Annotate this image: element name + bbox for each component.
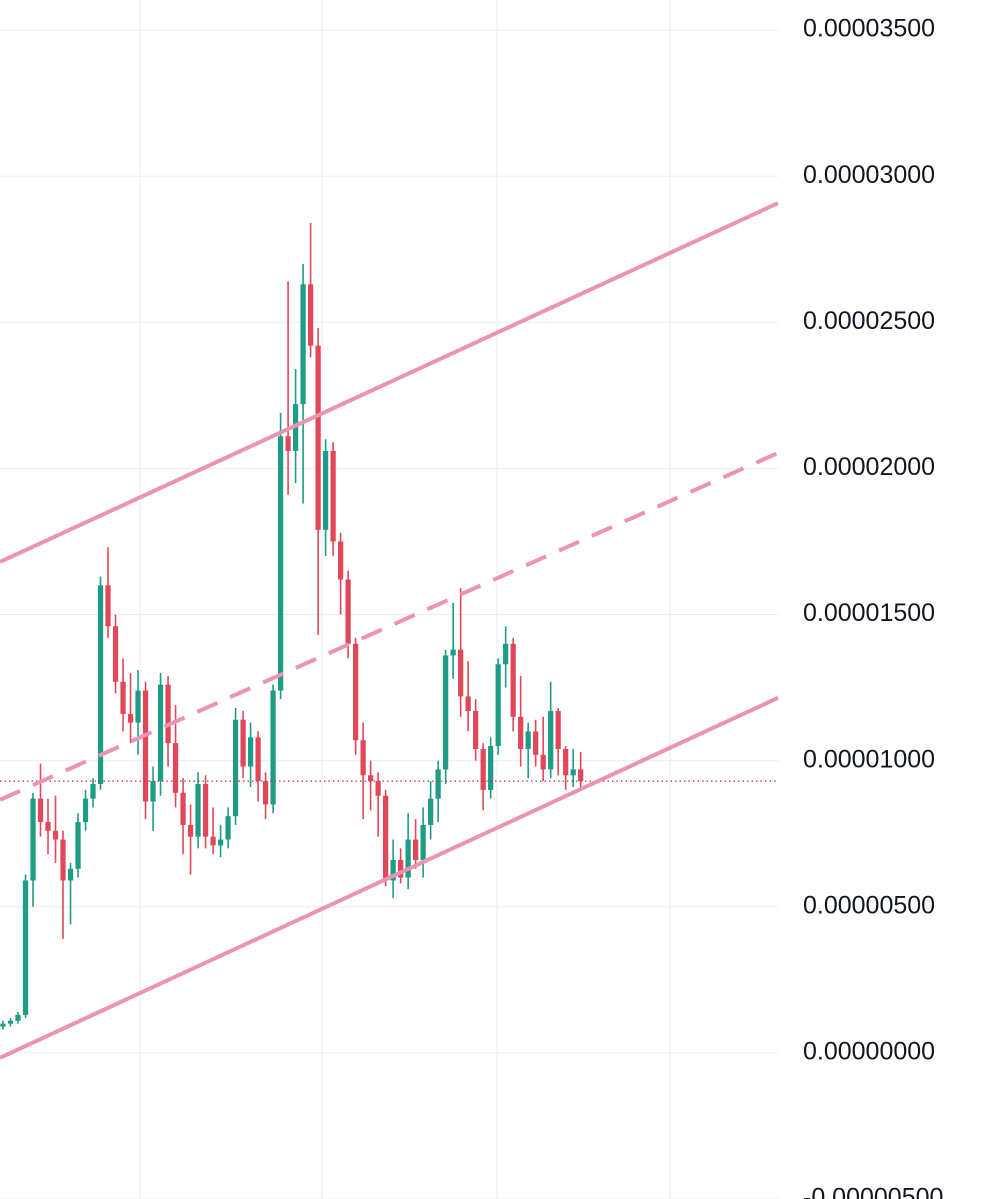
candle-body: [262, 781, 269, 805]
y-tick-label: 0.00001500: [803, 599, 935, 627]
candle-body: [67, 868, 74, 881]
candle-body: [398, 860, 404, 878]
candle-body: [0, 1023, 6, 1027]
candle-body: [300, 284, 306, 405]
candle-body: [82, 798, 89, 823]
candle-body: [105, 585, 111, 627]
candle-body: [443, 655, 449, 770]
candle-body: [247, 737, 254, 767]
candle-body: [97, 585, 104, 785]
candle-body: [135, 690, 141, 723]
candle-body: [180, 792, 186, 825]
candle-body: [458, 649, 464, 697]
candle-body: [435, 769, 441, 799]
candle-body: [232, 719, 239, 817]
candle-body: [202, 784, 209, 837]
y-tick-label: 0.00000500: [803, 891, 935, 919]
candle-body: [367, 775, 374, 782]
candle-body: [352, 643, 359, 741]
candle-body: [555, 710, 561, 749]
candle-body: [187, 824, 194, 837]
candle-body: [150, 781, 156, 802]
candle-body: [52, 830, 59, 840]
candle-body: [285, 436, 291, 451]
candle-body: [390, 860, 396, 881]
candle-body: [488, 746, 494, 790]
candle-body: [22, 880, 29, 1015]
candle-body: [510, 643, 516, 717]
channel-line: [0, 201, 779, 564]
candle-body: [518, 716, 524, 749]
candle-body: [90, 784, 96, 799]
candle-body: [157, 684, 164, 782]
y-tick-label: -0.00000500: [803, 1184, 943, 1199]
candle-body: [495, 664, 501, 747]
y-tick-label: 0.00001000: [803, 745, 935, 773]
candle-body: [7, 1020, 14, 1024]
candle-body: [322, 450, 329, 530]
candle-body: [225, 816, 231, 840]
candle-body: [360, 740, 366, 776]
candle-body: [570, 769, 576, 776]
candle-body: [112, 626, 119, 682]
candle-body: [375, 781, 381, 796]
y-tick-label: 0.00000000: [803, 1037, 935, 1065]
candle-body: [578, 769, 584, 782]
candle-body: [503, 643, 509, 665]
candle-body: [405, 839, 411, 878]
candle-body: [217, 839, 224, 846]
y-tick-label: 0.00002500: [803, 307, 935, 335]
y-tick-label: 0.00003500: [803, 15, 935, 43]
candle-body: [382, 795, 389, 881]
candle-body: [165, 684, 171, 744]
channel-line: [0, 696, 779, 1060]
candle-body: [525, 731, 531, 749]
candle-body: [210, 836, 216, 846]
candle-body: [428, 798, 434, 825]
candle-body: [172, 743, 179, 793]
candle-body: [307, 284, 314, 346]
y-tick-label: 0.00002000: [803, 453, 935, 481]
candle-body: [255, 737, 261, 782]
candle-body: [15, 1014, 21, 1021]
candle-body: [315, 345, 321, 530]
candle-body: [142, 690, 149, 802]
candle-body: [277, 436, 284, 691]
candle-body: [413, 839, 419, 861]
candle-body: [337, 541, 344, 580]
candle-body: [548, 710, 554, 770]
candle-body: [75, 822, 81, 869]
candle-body: [473, 710, 479, 749]
candle-body: [30, 798, 36, 881]
candle-body: [45, 822, 51, 831]
candle-body: [240, 719, 246, 767]
candle-body: [60, 839, 66, 881]
candle-body: [270, 690, 276, 805]
candle-body: [420, 824, 426, 861]
candle-body: [563, 748, 569, 776]
candle-body: [540, 754, 546, 770]
candle-body: [330, 450, 336, 542]
y-tick-label: 0.00003000: [803, 161, 935, 189]
candle-body: [465, 696, 471, 711]
candle-body: [127, 713, 134, 723]
candle-body: [345, 579, 351, 644]
candle-body: [533, 731, 539, 755]
time-grid: [139, 0, 671, 1199]
candle-body: [450, 649, 456, 656]
candle-body: [195, 784, 201, 837]
candle-body: [37, 798, 44, 823]
candle-body: [480, 748, 486, 790]
candle-body: [120, 681, 126, 714]
